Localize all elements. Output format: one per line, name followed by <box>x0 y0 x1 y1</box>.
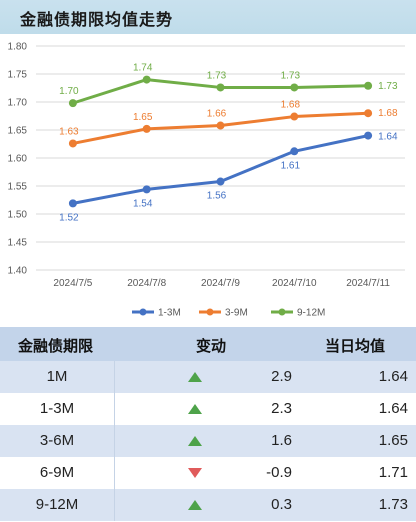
data-point <box>68 99 77 108</box>
data-point <box>68 199 77 208</box>
data-label: 1.63 <box>59 126 79 137</box>
column-divider <box>114 361 115 393</box>
table-row: 1M 2.9 1.64 <box>0 361 416 394</box>
data-point <box>142 185 151 194</box>
legend-marker <box>278 308 286 316</box>
data-point <box>216 177 225 186</box>
page-title: 金融债期限均值走势 <box>20 12 174 29</box>
data-label: 1.64 <box>378 132 398 143</box>
y-tick-label: 1.75 <box>8 70 28 81</box>
data-label: 1.68 <box>378 108 398 119</box>
data-label: 1.65 <box>133 112 153 123</box>
data-label: 1.52 <box>59 212 79 223</box>
avg-cell: 1.71 <box>378 464 408 481</box>
table-row: 9-12M 0.3 1.73 <box>0 489 416 522</box>
table-row: 1-3M 2.3 1.64 <box>0 393 416 426</box>
avg-cell: 1.73 <box>378 496 408 513</box>
data-point <box>364 131 373 140</box>
data-point <box>216 83 225 92</box>
table-row: 6-9M -0.9 1.71 <box>0 457 416 490</box>
data-point <box>290 147 299 156</box>
y-tick-label: 1.70 <box>8 98 28 109</box>
header-bar: 金融债期限均值走势 <box>0 0 416 34</box>
x-tick-label: 2024/7/5 <box>53 278 92 289</box>
table-header: 金融债期限 变动 当日均值 <box>0 327 416 362</box>
data-label: 1.73 <box>281 70 301 81</box>
data-point <box>364 81 373 90</box>
change-cell: 1.6 <box>271 432 292 449</box>
data-label: 1.74 <box>133 63 153 74</box>
data-point <box>364 109 373 118</box>
y-tick-label: 1.60 <box>8 154 28 165</box>
x-tick-label: 2024/7/10 <box>272 278 317 289</box>
x-tick-label: 2024/7/8 <box>127 278 166 289</box>
line-chart: 1.40 1.45 1.50 1.55 1.60 1.65 1.70 1.75 1.80 2024… <box>8 42 405 319</box>
change-cell: 2.9 <box>271 368 292 385</box>
data-label: 1.56 <box>207 191 227 202</box>
trend-up-icon <box>188 404 202 414</box>
term-cell: 3-6M <box>39 432 75 449</box>
change-cell: 0.3 <box>271 496 292 513</box>
data-label: 1.70 <box>59 86 79 97</box>
avg-cell: 1.65 <box>378 432 408 449</box>
column-divider <box>114 457 115 489</box>
avg-cell: 1.64 <box>378 368 408 385</box>
data-label: 1.73 <box>378 81 398 92</box>
header-avg: 当日均值 <box>325 338 386 355</box>
y-tick-label: 1.55 <box>8 182 28 193</box>
term-cell: 6-9M <box>39 464 75 481</box>
chart-area: 1.40 1.45 1.50 1.55 1.60 1.65 1.70 1.75 1.80 2024… <box>0 34 416 326</box>
legend-label: 9-12M <box>297 308 325 319</box>
data-point <box>216 121 225 130</box>
legend-label: 3-9M <box>225 308 248 319</box>
trend-down-icon <box>188 468 202 478</box>
legend-marker <box>206 308 214 316</box>
y-tick-label: 1.65 <box>8 126 28 137</box>
column-divider <box>114 489 115 521</box>
y-tick-label: 1.50 <box>8 210 28 221</box>
header-change: 变动 <box>196 338 227 355</box>
header-term: 金融债期限 <box>18 338 94 355</box>
x-tick-label: 2024/7/11 <box>346 278 390 289</box>
x-tick-label: 2024/7/9 <box>201 278 240 289</box>
change-cell: 2.3 <box>271 400 292 417</box>
column-divider <box>114 393 115 425</box>
data-label: 1.73 <box>207 70 227 81</box>
avg-cell: 1.64 <box>378 400 408 417</box>
trend-up-icon <box>188 500 202 510</box>
term-cell: 9-12M <box>35 496 79 513</box>
trend-up-icon <box>188 436 202 446</box>
y-tick-label: 1.40 <box>8 266 28 277</box>
data-label: 1.66 <box>207 109 227 120</box>
data-label: 1.54 <box>133 198 153 209</box>
data-point <box>290 83 299 92</box>
column-divider <box>114 425 115 457</box>
table-row: 3-6M 1.6 1.65 <box>0 425 416 458</box>
data-point <box>142 124 151 133</box>
change-cell: -0.9 <box>266 464 292 481</box>
y-tick-label: 1.80 <box>8 42 28 53</box>
data-label: 1.61 <box>281 160 301 171</box>
term-cell: 1-3M <box>39 400 75 417</box>
data-point <box>68 139 77 148</box>
term-cell: 1M <box>46 368 68 385</box>
data-point <box>290 112 299 121</box>
term-table: 金融债期限 变动 当日均值 1M 2.9 1.64 1-3M 2.3 1.64 … <box>0 327 416 522</box>
legend-label: 1-3M <box>158 308 181 319</box>
y-tick-label: 1.45 <box>8 238 28 249</box>
legend-marker <box>139 308 147 316</box>
data-label: 1.68 <box>281 100 301 111</box>
data-point <box>142 75 151 84</box>
trend-up-icon <box>188 372 202 382</box>
